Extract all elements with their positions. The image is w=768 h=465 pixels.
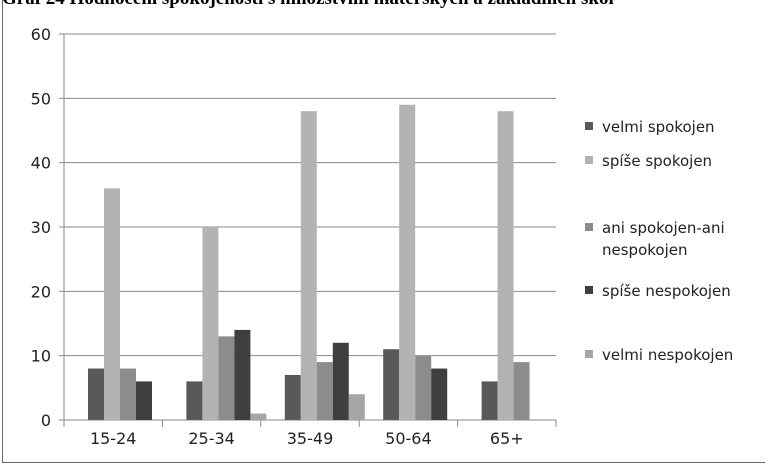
legend-item: ani spokojen-ani nespokojen [585, 217, 762, 261]
legend-label: velmi spokojen [602, 118, 715, 136]
legend-swatch [585, 286, 593, 294]
y-tick-label: 30 [31, 218, 51, 237]
x-tick-label: 25-34 [188, 429, 235, 448]
y-tick-label: 20 [31, 282, 51, 301]
bar-15-24-series-2 [104, 188, 120, 420]
bar-15-24-series-4 [136, 381, 152, 420]
bar-15-24-series-3 [120, 368, 136, 420]
bar-50-64-series-4 [431, 368, 448, 420]
bar-35-49-series-1 [284, 374, 301, 420]
bar-35-49-series-5 [348, 394, 365, 420]
chart-legend: velmi spokojen spíše spokojen ani spokojen… [585, 0, 765, 440]
bar-50-64-series-1 [383, 349, 400, 420]
bar-65+-series-2 [497, 111, 514, 420]
bar-15-24-series-1 [88, 368, 104, 420]
bar-25-34-series-3 [218, 336, 235, 420]
legend-label: spíše spokojen [602, 152, 713, 170]
legend-swatch [585, 122, 593, 130]
chart-title: Graf 24 Hodnocení spokojenosti s množstv… [2, 0, 614, 10]
legend-item: velmi spokojen [585, 116, 762, 138]
legend-item: spíše spokojen [585, 150, 762, 172]
bar-25-34-series-2 [202, 227, 219, 420]
bar-65+-series-1 [481, 381, 498, 420]
legend-swatch [585, 223, 593, 231]
bar-25-34-series-5 [250, 413, 267, 420]
legend-swatch [585, 156, 593, 164]
x-tick-label: 50-64 [385, 429, 432, 448]
x-tick-label: 15-24 [90, 429, 137, 448]
legend-label: spíše nespokojen [602, 282, 731, 300]
bar-65+-series-3 [513, 362, 530, 420]
bar-50-64-series-2 [399, 104, 416, 421]
bar-35-49-series-3 [316, 362, 333, 420]
y-tick-label: 0 [41, 411, 51, 430]
x-tick-label: 65+ [490, 429, 524, 448]
x-tick-label: 35-49 [287, 429, 334, 448]
y-tick-label: 60 [31, 25, 51, 44]
legend-item: spíše nespokojen [585, 280, 762, 302]
bar-35-49-series-2 [300, 111, 317, 420]
legend-item: velmi nespokojen [585, 344, 762, 366]
legend-label: ani spokojen-ani nespokojen [602, 219, 725, 259]
y-tick-label: 50 [31, 89, 51, 108]
legend-swatch [585, 350, 593, 358]
bar-50-64-series-3 [415, 355, 432, 420]
y-tick-label: 10 [31, 347, 51, 366]
bar-35-49-series-4 [332, 342, 349, 420]
y-tick-label: 40 [31, 154, 51, 173]
legend-label: velmi nespokojen [602, 346, 734, 364]
bar-25-34-series-1 [186, 381, 203, 420]
bar-25-34-series-4 [234, 329, 251, 420]
